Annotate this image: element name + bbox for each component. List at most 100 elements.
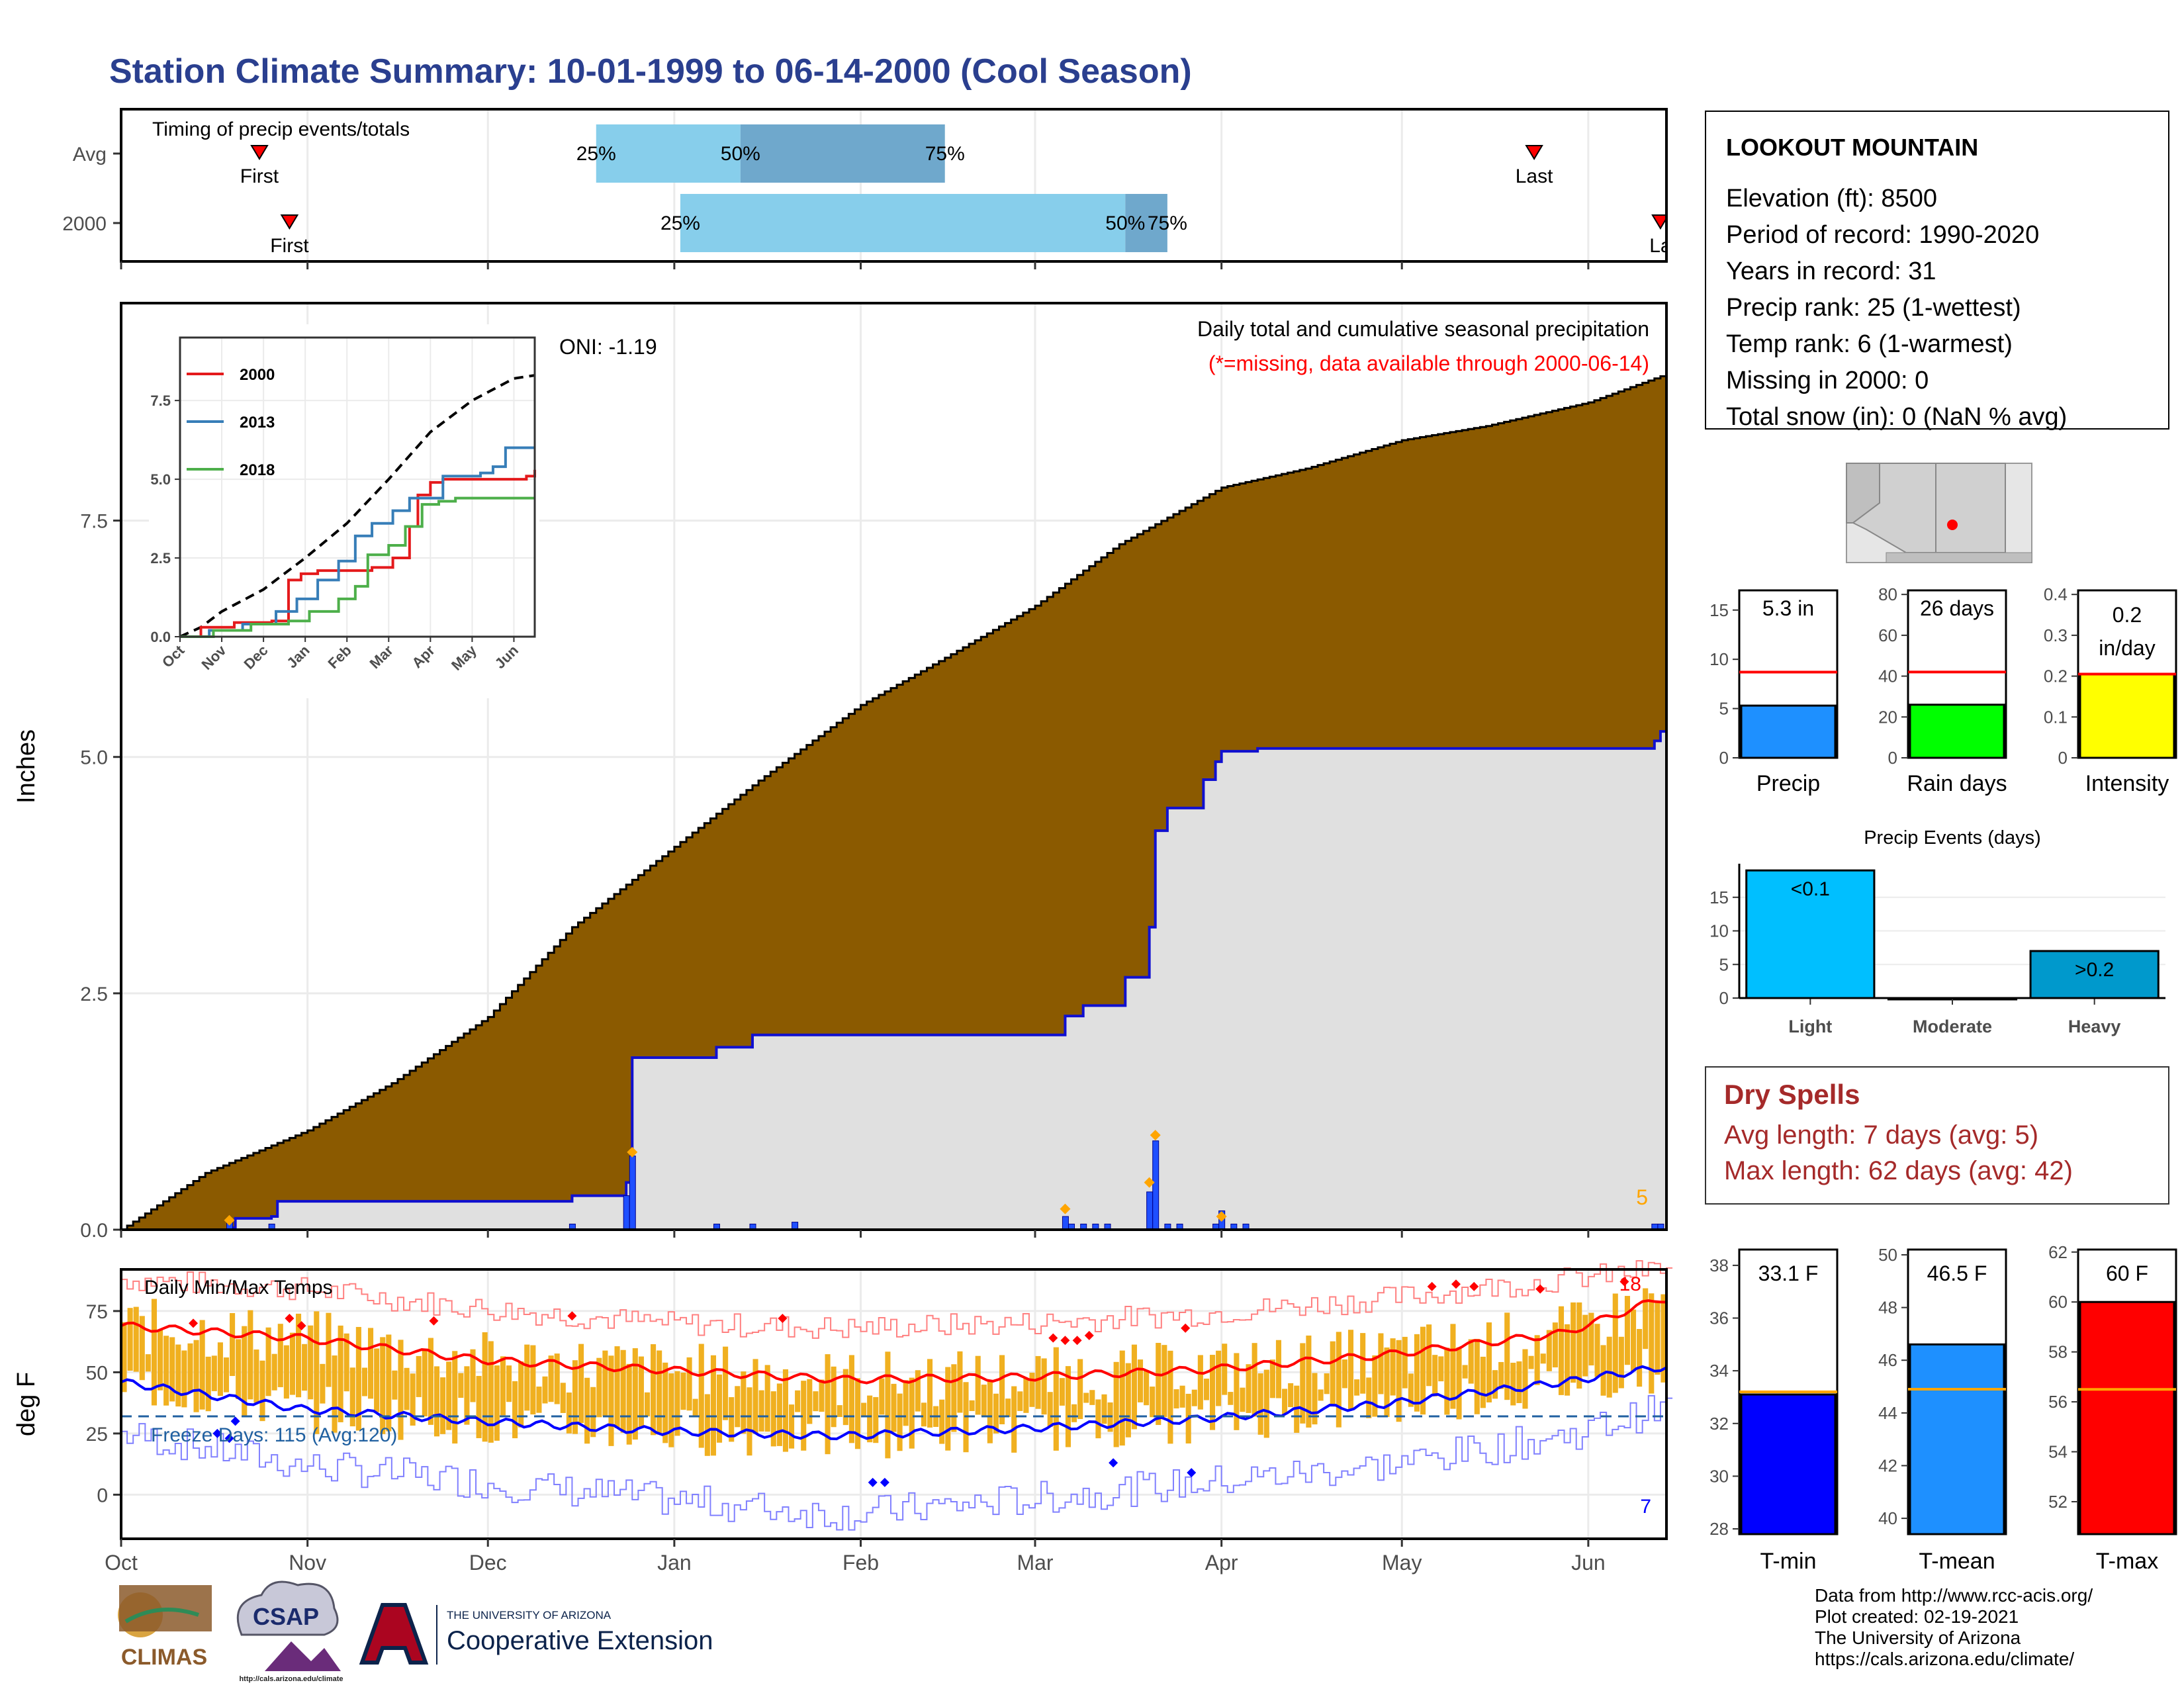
temp-summary-bars: 28 30 32 34 36 38 33.1 F T-min 40 42 44 46 48 50 46.5 … (1709, 1242, 2177, 1574)
temp-bar-ytick-label: 56 (2048, 1392, 2068, 1412)
daily-temp-bar (801, 1381, 807, 1451)
daily-temp-bar (854, 1378, 861, 1449)
daily-temp-bar (374, 1348, 380, 1412)
daily-temp-bar (1582, 1314, 1588, 1377)
daily-temp-bar (885, 1351, 891, 1459)
daily-temp-bar (782, 1369, 789, 1452)
timing-clip (1668, 106, 1707, 265)
daily-temp-bar (500, 1356, 506, 1416)
inset-series-line (180, 496, 535, 638)
daily-temp-bar (1101, 1394, 1107, 1424)
record-high-marker (778, 1314, 788, 1323)
daily-temp-bar (1300, 1343, 1306, 1424)
month-tick-label: Apr (1205, 1551, 1238, 1575)
timing-title: Timing of precip events/totals (152, 118, 410, 140)
daily-temp-bar (158, 1330, 163, 1391)
daily-temp-bar (1275, 1340, 1282, 1398)
daily-temp-bar (1492, 1370, 1498, 1399)
temp-bar-ytick-label: 30 (1709, 1466, 1729, 1486)
daily-temp-bar (175, 1344, 181, 1407)
daily-temp-bar (1462, 1365, 1468, 1379)
daily-temp-bar (512, 1381, 518, 1439)
record-high-line (121, 1260, 1673, 1339)
daily-temp-bar (572, 1360, 578, 1434)
daily-temp-bar (1510, 1363, 1516, 1406)
temp-bar-ytick-label: 40 (1878, 1508, 1897, 1528)
daily-temp-bar (1222, 1344, 1228, 1395)
daily-temp-bar (265, 1327, 271, 1396)
record-high-marker (1060, 1336, 1070, 1346)
daily-temp-bar (199, 1320, 205, 1410)
mini-bar-ytick-label: 0 (1888, 748, 1897, 768)
station-info-line: Precip rank: 25 (1-wettest) (1726, 294, 2021, 322)
daily-temp-bar (355, 1326, 361, 1431)
daily-temp-bar (1011, 1386, 1017, 1453)
daily-temp-bar (1594, 1324, 1600, 1377)
mini-bar-label: Rain days (1907, 771, 2007, 796)
daily-temp-bar (133, 1306, 139, 1372)
avg-max-temp-line (120, 1299, 1667, 1385)
daily-temp-bar (1630, 1309, 1637, 1371)
daily-temp-bar (1498, 1361, 1504, 1389)
daily-temp-bar (680, 1372, 686, 1410)
dry-spells-max: Max length: 62 days (avg: 42) (1724, 1156, 2073, 1185)
daily-temp-bar (1540, 1353, 1546, 1364)
temp-bar-label: T-mean (1919, 1549, 1995, 1574)
daily-temp-bar (758, 1390, 764, 1432)
temp-bar-ytick-label: 54 (2048, 1442, 2068, 1462)
temp-bar-ytick-label: 62 (2048, 1242, 2068, 1262)
precip-events-chart: Precip Events (days) <0.1 Light Moderate >0.… (1709, 827, 2165, 1036)
daily-temp-bar (1167, 1350, 1173, 1444)
daily-temp-bar (524, 1344, 530, 1411)
daily-temp-bar (145, 1354, 151, 1372)
temp-bar-value (1740, 1393, 1837, 1535)
precip-corner-value: 5 (1636, 1185, 1648, 1209)
footer-credit-line: Data from http://www.rcc-acis.org/ (1815, 1585, 2093, 1606)
record-high-count: 18 (1619, 1273, 1641, 1295)
daily-temp-bar (452, 1351, 458, 1444)
inset-legend-label: 2013 (240, 414, 275, 432)
daily-precip-bar (629, 1156, 636, 1230)
daily-temp-bar (1041, 1358, 1047, 1415)
daily-temp-bar (1209, 1355, 1216, 1430)
timing-last-marker (1651, 214, 1670, 230)
daily-temp-bar (332, 1355, 338, 1433)
daily-temp-bar (951, 1364, 957, 1432)
mini-bar-ytick-label: 20 (1878, 707, 1897, 727)
mini-bar-ytick-label: 0.3 (2044, 625, 2068, 645)
daily-temp-bar (1023, 1378, 1029, 1413)
daily-temp-bar (987, 1380, 993, 1443)
daily-temp-bar (861, 1402, 867, 1417)
timing-first-label: First (240, 165, 279, 187)
daily-temp-bar (488, 1341, 494, 1443)
daily-temp-bar (704, 1394, 710, 1456)
daily-temp-bar (735, 1386, 741, 1428)
daily-temp-bar (596, 1357, 602, 1418)
daily-temp-bar (644, 1392, 651, 1417)
events-bar-label: <0.1 (1791, 878, 1830, 900)
temp-bar-ytick-label: 32 (1709, 1414, 1729, 1434)
daily-temp-bar (1251, 1343, 1257, 1417)
daily-temp-bar (723, 1346, 729, 1420)
station-info-box: LOOKOUT MOUNTAIN Elevation (ft): 8500 Peri… (1705, 111, 2169, 431)
daily-temp-bar (1197, 1355, 1203, 1410)
daily-temp-bar (536, 1387, 542, 1413)
daily-temp-bar (566, 1393, 572, 1434)
temp-panel-title: Daily Min/Max Temps (144, 1277, 333, 1299)
daily-temp-bar (289, 1332, 295, 1395)
dry-spells-title: Dry Spells (1724, 1079, 1860, 1110)
inset-ytick-label: 5.0 (150, 471, 171, 488)
footer-credit-line: Plot created: 02-19-2021 (1815, 1606, 2019, 1627)
mini-bar-label: Precip (1756, 771, 1820, 796)
daily-temp-bar (542, 1376, 548, 1404)
month-tick-label: Oct (105, 1551, 138, 1575)
daily-temp-bar (368, 1328, 374, 1399)
daily-temp-bar (1216, 1350, 1222, 1406)
daily-temp-bar (217, 1342, 223, 1396)
daily-temp-bar (686, 1357, 692, 1411)
daily-temp-bar (380, 1337, 386, 1434)
daily-temp-bar (873, 1396, 879, 1443)
daily-temp-bar (729, 1397, 735, 1442)
daily-temp-bar (1474, 1338, 1480, 1414)
